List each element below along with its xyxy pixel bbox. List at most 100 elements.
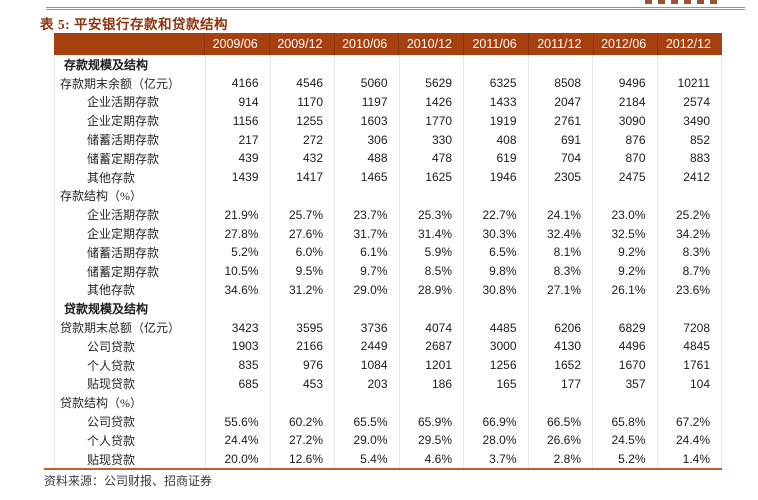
value-cell: 852 (656, 130, 722, 149)
value-cell: 2475 (592, 167, 657, 187)
table-row: 公司贷款 55.6% 60.2% 65.5% 65.9% 66.9% 66.5% 65.8% 6… (55, 412, 721, 431)
value-cell (398, 55, 464, 74)
value-cell: 55.6% (205, 412, 270, 431)
row-label: 储蓄定期存款 (87, 264, 160, 279)
value-cell: 2166 (269, 336, 335, 356)
section-header-row: 存款规模及结构 (55, 55, 721, 74)
row-label: 储蓄活期存款 (87, 133, 160, 148)
value-cell: 3736 (334, 318, 399, 337)
value-cell: 6.0% (269, 242, 335, 262)
value-cell: 488 (334, 148, 399, 168)
value-cell (656, 55, 722, 74)
table-title: 表 5: 平安银行存款和贷款结构 (40, 17, 228, 32)
column-header: 2009/06 (204, 33, 269, 55)
value-cell: 29.0% (334, 430, 399, 450)
value-cell: 65.9% (398, 412, 464, 431)
table-row: 个人贷款 24.4% 27.2% 29.0% 29.5% 28.0% 26.6% 24.5% 2… (55, 430, 721, 450)
table-row: 企业活期存款 21.9% 25.7% 23.7% 25.3% 22.7% 24.1% 23.0… (55, 205, 722, 225)
value-cell (269, 299, 335, 319)
value-cell: 29.5% (398, 430, 464, 450)
value-cell (205, 55, 270, 74)
table-row: 储蓄活期存款 217 272 306 330 408 691 876 852 (55, 130, 721, 149)
value-cell: 619 (463, 148, 528, 168)
row-label: 企业活期存款 (87, 208, 160, 223)
value-cell: 4496 (592, 336, 657, 356)
value-cell: 453 (269, 374, 335, 394)
value-cell: 8508 (527, 73, 593, 93)
value-cell: 23.7% (334, 205, 399, 225)
clipped-page-header-text (645, 0, 723, 4)
value-cell: 27.2% (269, 430, 335, 450)
value-cell: 439 (205, 148, 270, 168)
value-cell: 10211 (656, 73, 722, 93)
value-cell (527, 393, 593, 413)
row-label: 储蓄定期存款 (87, 151, 160, 166)
value-cell: 217 (205, 130, 270, 149)
row-label: 企业定期存款 (87, 227, 160, 242)
value-cell (527, 55, 593, 74)
value-cell: 32.4% (527, 224, 593, 243)
value-cell (463, 393, 528, 413)
value-cell: 272 (269, 130, 335, 149)
value-cell: 186 (398, 374, 464, 394)
value-cell: 27.8% (205, 224, 270, 243)
value-cell (205, 186, 270, 206)
value-cell: 7208 (656, 318, 722, 337)
value-cell (592, 393, 657, 413)
value-cell: 691 (527, 130, 593, 149)
value-cell: 5629 (398, 73, 464, 93)
value-cell: 26.6% (527, 430, 593, 450)
value-cell: 1.4% (656, 449, 722, 469)
table-row: 企业定期存款 27.8% 27.6% 31.7% 31.4% 30.3% 32.4% 32.5… (55, 224, 721, 243)
column-header: 2009/12 (268, 33, 334, 55)
value-cell: 876 (592, 130, 657, 149)
value-cell (334, 393, 399, 413)
value-cell: 2687 (398, 336, 464, 356)
value-cell: 29.0% (334, 280, 399, 300)
bottom-rule (44, 468, 722, 470)
value-cell: 25.2% (656, 205, 722, 225)
value-cell: 2047 (527, 92, 593, 112)
value-cell: 1465 (334, 167, 399, 187)
value-cell: 28.0% (463, 430, 528, 450)
row-label: 贴现贷款 (87, 452, 136, 467)
row-label: 贷款结构（%） (60, 396, 142, 411)
value-cell: 12.6% (269, 449, 335, 469)
value-cell: 67.2% (656, 412, 722, 431)
value-cell: 65.8% (592, 412, 657, 431)
value-cell: 4485 (463, 318, 528, 337)
value-cell (592, 186, 657, 206)
table-row: 存款结构（%） (55, 186, 721, 206)
value-cell (205, 299, 270, 319)
section-header-row: 贷款规模及结构 (55, 299, 721, 319)
value-cell: 31.4% (398, 224, 464, 243)
value-cell: 25.7% (269, 205, 335, 225)
table-row: 储蓄定期存款 439 432 488 478 619 704 870 883 (55, 148, 721, 168)
row-label: 储蓄活期存款 (87, 245, 160, 260)
value-cell: 1652 (527, 355, 593, 375)
value-cell (398, 299, 464, 319)
value-cell: 835 (205, 355, 270, 375)
value-cell: 914 (205, 92, 270, 112)
value-cell: 1156 (205, 111, 270, 131)
column-header: 2012/12 (657, 33, 722, 55)
value-cell: 31.7% (334, 224, 399, 243)
value-cell: 2449 (334, 336, 399, 356)
value-cell (269, 393, 335, 413)
value-cell: 9.7% (334, 261, 399, 281)
value-cell: 330 (398, 130, 464, 149)
value-cell: 34.2% (656, 224, 722, 243)
value-cell: 24.4% (205, 430, 270, 450)
value-cell: 9.5% (269, 261, 335, 281)
value-cell: 4074 (398, 318, 464, 337)
value-cell: 24.5% (592, 430, 657, 450)
table-row: 个人贷款 835 976 1084 1201 1256 1652 1670 1761 (55, 355, 721, 375)
row-label: 其他存款 (87, 170, 136, 185)
value-cell (463, 55, 528, 74)
row-label: 公司贷款 (87, 415, 136, 430)
row-label: 企业定期存款 (87, 114, 160, 129)
row-label: 企业活期存款 (87, 95, 160, 110)
value-cell (334, 186, 399, 206)
value-cell: 9.8% (463, 261, 528, 281)
